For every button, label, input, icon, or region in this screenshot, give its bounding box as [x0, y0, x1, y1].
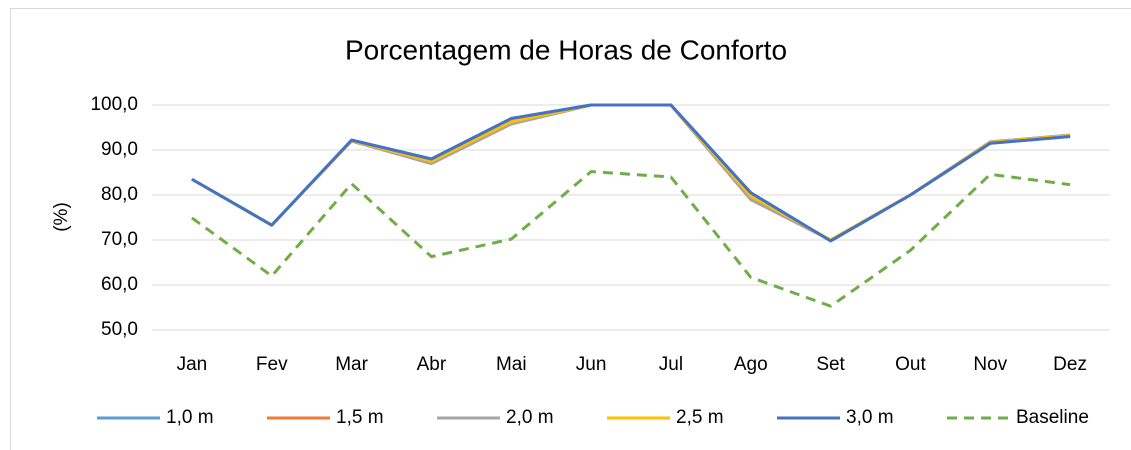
x-tick-label: Abr	[417, 354, 447, 375]
x-tick-label: Ago	[734, 354, 768, 375]
y-tick-label: 50,0	[101, 319, 138, 340]
x-tick-label: Mai	[496, 354, 527, 375]
series-line	[191, 103, 1071, 243]
y-tick-label: 90,0	[101, 139, 138, 160]
y-tick-label: 80,0	[101, 184, 138, 205]
x-tick-label: Jan	[177, 354, 208, 375]
x-tick-label: Fev	[256, 354, 288, 375]
x-tick-label: Mar	[335, 354, 368, 375]
legend-label: Baseline	[1016, 407, 1089, 428]
y-tick-label: 70,0	[101, 229, 138, 250]
x-tick-label: Nov	[973, 354, 1007, 375]
x-tick-label: Jul	[659, 354, 683, 375]
y-axis-label: (%)	[51, 202, 72, 232]
chart-title: Porcentagem de Horas de Conforto	[345, 34, 787, 65]
x-tick-label: Set	[816, 354, 845, 375]
legend-label: 1,5 m	[336, 407, 384, 428]
series-line	[191, 170, 1071, 308]
legend-label: 1,0 m	[166, 407, 214, 428]
x-tick-label: Jun	[576, 354, 607, 375]
x-tick-label: Out	[895, 354, 926, 375]
x-tick-label: Dez	[1053, 354, 1087, 375]
legend-label: 3,0 m	[846, 407, 894, 428]
legend-label: 2,5 m	[676, 407, 724, 428]
legend-label: 2,0 m	[506, 407, 554, 428]
y-tick-label: 100,0	[90, 94, 138, 115]
y-tick-label: 60,0	[101, 274, 138, 295]
chart-border	[10, 8, 1131, 450]
